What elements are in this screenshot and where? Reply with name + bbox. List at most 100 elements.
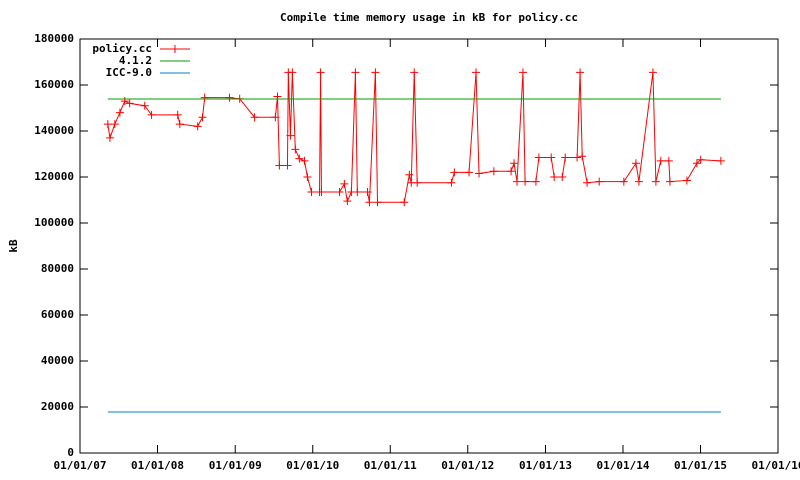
point-marker — [576, 68, 585, 77]
point-marker — [410, 68, 419, 77]
point-marker — [550, 173, 559, 181]
point-marker — [340, 179, 349, 188]
x-tick-label: 01/01/12 — [441, 459, 494, 472]
point-marker — [317, 187, 326, 196]
x-tick-label: 01/01/07 — [54, 459, 107, 472]
y-tick-label: 120000 — [34, 170, 74, 183]
point-marker — [405, 170, 414, 179]
point-marker — [682, 176, 691, 185]
point-marker — [648, 68, 657, 77]
x-tick-label: 01/01/11 — [364, 459, 417, 472]
point-marker — [115, 108, 124, 117]
chart-title: Compile time memory usage in kB for poli… — [280, 11, 578, 24]
point-marker — [696, 155, 705, 164]
point-marker — [147, 110, 156, 119]
point-marker — [200, 93, 209, 102]
point-marker — [531, 177, 540, 186]
point-marker — [510, 159, 519, 168]
point-marker — [271, 113, 280, 122]
point-marker — [291, 145, 300, 154]
point-marker — [413, 178, 422, 187]
legend-label: 4.1.2 — [119, 54, 152, 67]
point-marker — [343, 197, 352, 206]
point-marker — [400, 198, 409, 207]
point-marker — [316, 68, 325, 77]
point-marker — [507, 167, 516, 176]
point-marker — [365, 198, 374, 207]
point-marker — [351, 68, 360, 77]
point-marker — [288, 68, 297, 77]
x-tick-label: 01/01/16 — [752, 459, 800, 472]
point-marker — [547, 153, 556, 162]
point-marker — [664, 156, 673, 165]
point-marker — [595, 177, 604, 186]
x-tick-label: 01/01/13 — [519, 459, 572, 472]
point-marker — [225, 93, 234, 102]
point-marker — [561, 153, 570, 162]
point-marker — [120, 97, 129, 106]
y-tick-label: 40000 — [41, 354, 74, 367]
point-marker — [105, 133, 114, 142]
y-tick-label: 180000 — [34, 32, 74, 45]
point-marker — [283, 161, 292, 170]
point-marker — [578, 152, 587, 161]
point-marker — [140, 101, 149, 110]
y-tick-label: 160000 — [34, 78, 74, 91]
point-marker — [363, 187, 372, 196]
point-marker — [489, 167, 498, 176]
y-axis-label: kB — [7, 239, 20, 253]
point-marker — [619, 177, 628, 186]
point-marker — [175, 120, 184, 129]
x-tick-label: 01/01/10 — [286, 459, 339, 472]
point-marker — [472, 68, 481, 77]
y-tick-label: 100000 — [34, 216, 74, 229]
point-marker — [250, 113, 259, 122]
point-marker — [103, 120, 112, 129]
point-marker — [373, 198, 382, 207]
point-marker — [513, 177, 522, 186]
point-marker — [716, 156, 725, 165]
point-marker — [573, 153, 582, 162]
y-tick-label: 0 — [67, 446, 74, 459]
point-marker — [335, 187, 344, 196]
point-marker — [110, 120, 119, 129]
point-marker — [583, 178, 592, 187]
point-marker — [307, 187, 316, 196]
y-tick-label: 140000 — [34, 124, 74, 137]
point-marker — [193, 122, 202, 131]
point-marker — [465, 168, 474, 177]
point-marker — [634, 177, 643, 186]
point-marker — [475, 169, 484, 178]
x-tick-label: 01/01/14 — [596, 459, 649, 472]
point-marker — [353, 187, 362, 196]
point-marker — [665, 177, 674, 186]
point-marker — [558, 173, 567, 181]
x-tick-label: 01/01/15 — [674, 459, 727, 472]
x-tick-label: 01/01/08 — [131, 459, 184, 472]
point-marker — [295, 154, 304, 163]
point-marker — [303, 173, 312, 181]
point-marker — [125, 99, 134, 108]
plot-frame — [79, 38, 779, 454]
point-marker — [450, 168, 459, 177]
point-marker — [173, 110, 182, 119]
point-marker — [631, 159, 640, 168]
point-marker — [371, 68, 380, 77]
point-marker — [651, 177, 660, 186]
point-marker — [656, 156, 665, 165]
y-tick-label: 20000 — [41, 400, 74, 413]
legend-label: policy.cc — [92, 42, 152, 55]
y-tick-label: 80000 — [41, 262, 74, 275]
y-tick-label: 60000 — [41, 308, 74, 321]
point-marker — [300, 156, 309, 165]
legend-label: ICC-9.0 — [106, 66, 152, 79]
point-marker — [534, 153, 543, 162]
point-marker — [286, 131, 295, 140]
point-marker — [521, 177, 530, 186]
x-tick-label: 01/01/09 — [209, 459, 262, 472]
point-marker — [692, 159, 701, 168]
point-marker — [275, 161, 284, 170]
legend-marker — [171, 45, 179, 53]
